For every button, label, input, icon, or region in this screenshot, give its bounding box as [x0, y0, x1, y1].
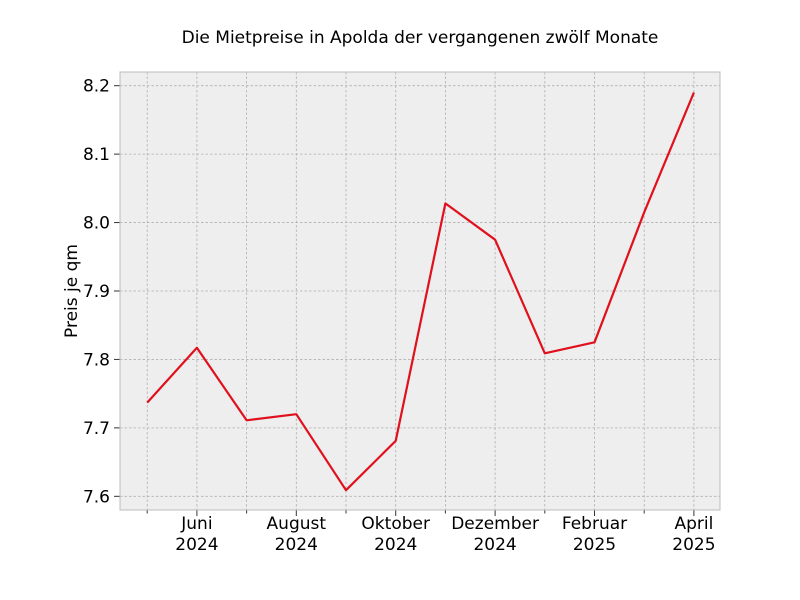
- x-tick-label-month: April: [674, 514, 713, 534]
- y-tick-label: 7.9: [83, 282, 110, 302]
- x-tick-label-month: Oktober: [361, 514, 430, 534]
- x-tick-label-month: Juni: [180, 514, 212, 534]
- x-tick-label-month: Februar: [562, 514, 627, 534]
- x-axis: Juni2024August2024Oktober2024Dezember202…: [146, 510, 716, 555]
- y-tick-label: 8.0: [83, 214, 110, 234]
- x-tick-label-year: 2025: [573, 535, 616, 555]
- x-tick-label-month: August: [267, 514, 327, 534]
- grid: [120, 72, 720, 510]
- y-tick-label: 8.1: [83, 145, 110, 165]
- x-tick-label-year: 2024: [374, 535, 417, 555]
- series-line: [146, 92, 695, 492]
- chart-title: Die Mietpreise in Apolda der vergangenen…: [182, 28, 659, 48]
- y-tick-label: 7.8: [83, 350, 110, 370]
- y-tick-label: 7.6: [83, 487, 110, 507]
- x-tick-label-year: 2024: [473, 535, 516, 555]
- x-tick-label-year: 2024: [275, 535, 318, 555]
- x-tick-label-month: Dezember: [451, 514, 539, 534]
- x-tick-label-year: 2024: [175, 535, 218, 555]
- y-tick-label: 8.2: [83, 77, 110, 97]
- plot-frame: [119, 71, 721, 511]
- x-tick-label-year: 2025: [672, 535, 715, 555]
- y-axis-label: Preis je qm: [62, 244, 82, 338]
- y-axis: 7.6 7.7 7.8 7.9 8.0 8.1 8.2: [83, 77, 120, 507]
- y-tick-label: 7.7: [83, 419, 110, 439]
